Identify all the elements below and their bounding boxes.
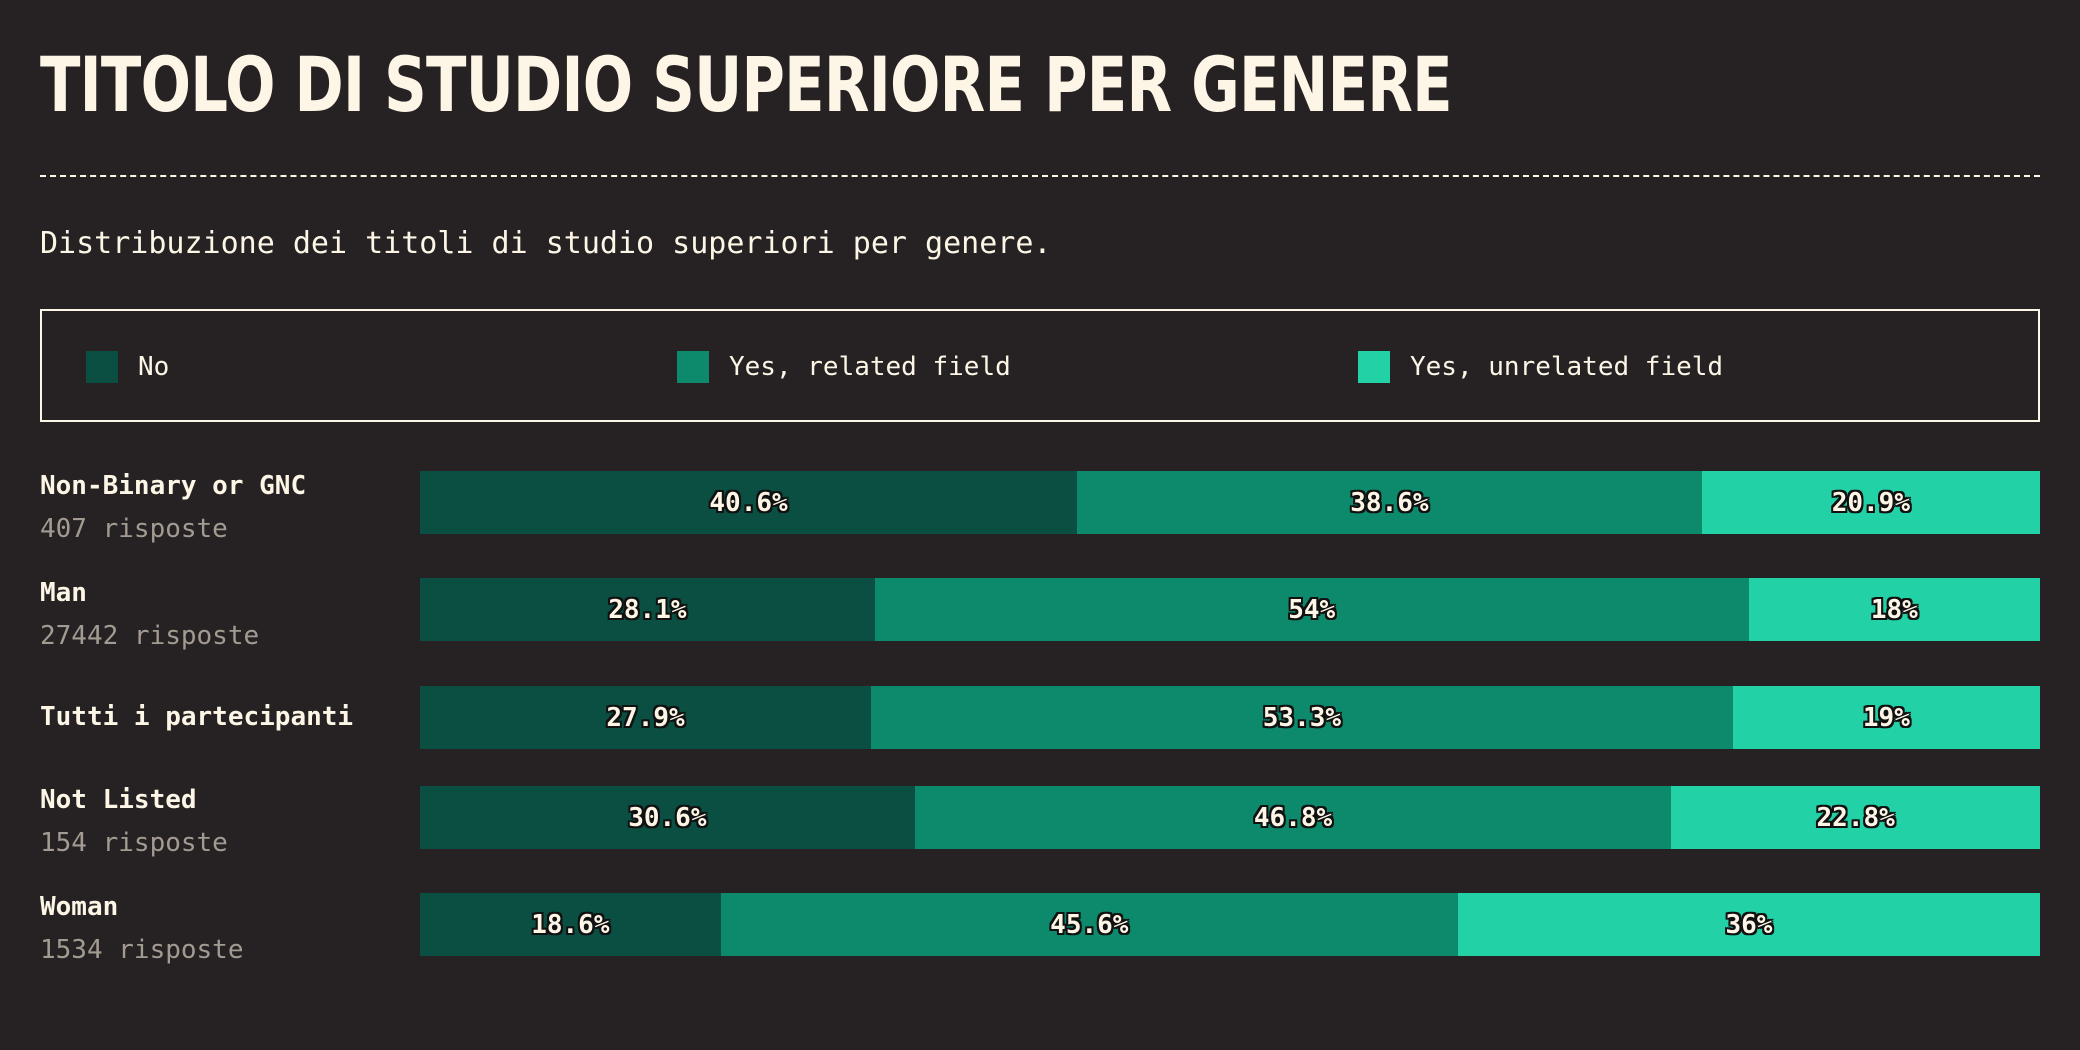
legend: No Yes, related field Yes, unrelated fie…	[40, 309, 2040, 422]
chart-title: TITOLO DI STUDIO SUPERIORE PER GENERE	[40, 40, 1453, 129]
bar-segment-no: 30.6%	[420, 786, 915, 849]
legend-swatch-yes-unrelated	[1358, 351, 1390, 383]
bar-row: 40.6% 38.6% 20.9%	[420, 471, 2040, 534]
data-label: 40.6%	[709, 487, 788, 518]
bar-segment-yes-related: 54%	[874, 578, 1749, 641]
data-label: 28.1%	[608, 594, 687, 625]
row-name: Tutti i partecipanti	[40, 702, 354, 732]
row-count: 1534 risposte	[40, 935, 244, 965]
row-count: 154 risposte	[40, 828, 228, 858]
data-label: 36%	[1725, 909, 1773, 940]
bar-segment-no: 40.6%	[420, 471, 1078, 534]
bar-row: 30.6% 46.8% 22.8%	[420, 786, 2040, 849]
legend-label-yes-related: Yes, related field	[729, 352, 1011, 382]
bar-segment-yes-related: 46.8%	[914, 786, 1672, 849]
bar-segment-yes-unrelated: 22.8%	[1671, 786, 2040, 849]
row-label-non-binary: Non-Binary or GNC 407 risposte	[40, 469, 306, 546]
data-label: 30.6%	[628, 802, 707, 833]
bar-segment-yes-unrelated: 20.9%	[1701, 471, 2040, 534]
data-label: 53.3%	[1262, 702, 1342, 733]
bar-row: 18.6% 45.6% 36%	[420, 893, 2040, 956]
data-label: 45.6%	[1050, 909, 1129, 940]
data-label: 46.8%	[1253, 802, 1333, 833]
legend-swatch-no	[86, 351, 118, 383]
bar-segment-no: 18.6%	[420, 893, 721, 956]
legend-item-yes-unrelated: Yes, unrelated field	[1358, 351, 1723, 383]
row-label-man: Man 27442 risposte	[40, 576, 259, 653]
row-name: Woman	[40, 892, 119, 922]
data-label: 27.9%	[606, 702, 685, 733]
legend-item-no: No	[86, 351, 169, 383]
legend-label-yes-unrelated: Yes, unrelated field	[1410, 352, 1724, 382]
data-label: 54%	[1288, 594, 1336, 625]
data-label: 18%	[1870, 594, 1918, 625]
data-label: 38.6%	[1350, 487, 1429, 518]
bar-segment-yes-unrelated: 36%	[1457, 893, 2040, 956]
row-label-not-listed: Not Listed 154 risposte	[40, 783, 228, 860]
bar-segment-yes-related: 45.6%	[720, 893, 1458, 956]
bar-segment-yes-unrelated: 18%	[1748, 578, 2040, 641]
data-label: 20.9%	[1831, 487, 1910, 518]
row-name: Man	[40, 578, 87, 608]
row-count: 27442 risposte	[40, 621, 260, 651]
row-name: Not Listed	[40, 785, 197, 815]
data-label: 18.6%	[531, 909, 610, 940]
row-name: Non-Binary or GNC	[40, 471, 307, 501]
title-divider	[40, 175, 2040, 177]
bar-segment-no: 28.1%	[420, 578, 875, 641]
data-label: 22.8%	[1816, 802, 1895, 833]
legend-swatch-yes-related	[677, 351, 709, 383]
data-label: 19%	[1862, 702, 1910, 733]
bar-row: 27.9% 53.3% 19%	[420, 686, 2040, 749]
legend-item-yes-related: Yes, related field	[677, 351, 1011, 383]
row-count: 407 risposte	[40, 514, 228, 544]
bar-row: 28.1% 54% 18%	[420, 578, 2040, 641]
bar-segment-no: 27.9%	[420, 686, 872, 749]
bar-segment-yes-related: 53.3%	[871, 686, 1733, 749]
row-label-all: Tutti i partecipanti	[40, 700, 353, 734]
bar-segment-yes-related: 38.6%	[1077, 471, 1702, 534]
row-label-woman: Woman 1534 risposte	[40, 890, 244, 967]
bar-segment-yes-unrelated: 19%	[1732, 686, 2040, 749]
legend-label-no: No	[138, 352, 170, 382]
chart-subtitle: Distribuzione dei titoli di studio super…	[40, 226, 1052, 261]
